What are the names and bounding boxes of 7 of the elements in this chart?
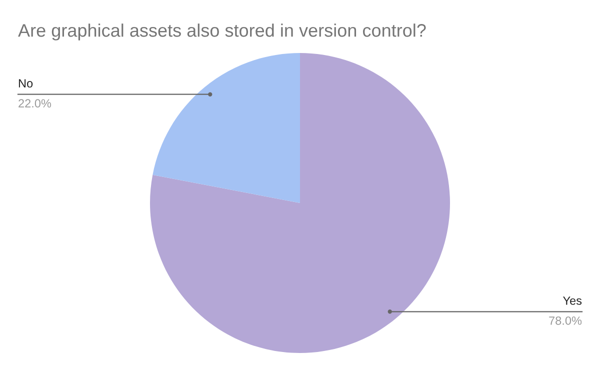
data-label: 78.0% xyxy=(549,316,582,325)
slice-label: Yes xyxy=(562,296,582,305)
data-label: 22.0% xyxy=(18,99,52,108)
chart-title: Are graphical assets also stored in version control? xyxy=(18,24,426,40)
pie-slice xyxy=(150,53,450,353)
slice-label: No xyxy=(18,79,33,88)
pie-slice xyxy=(152,53,300,203)
